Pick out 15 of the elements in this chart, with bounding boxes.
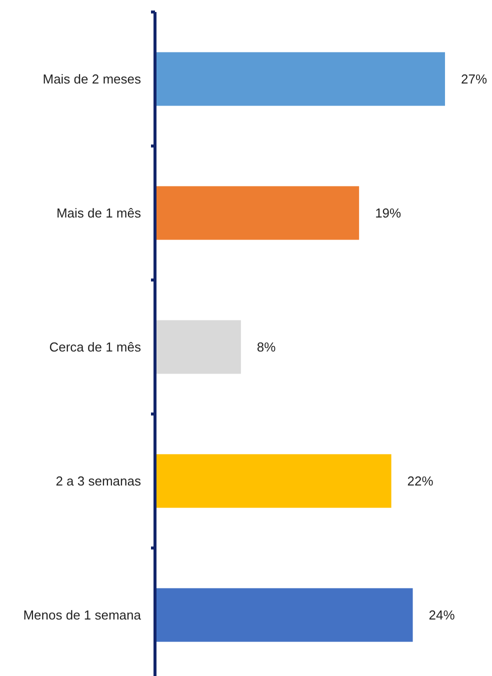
bar bbox=[155, 52, 445, 106]
y-tick-label: Cerca de 1 mês bbox=[49, 340, 142, 355]
bar bbox=[155, 588, 413, 642]
data-label: 24% bbox=[428, 608, 456, 623]
y-tick-label: 2 a 3 semanas bbox=[56, 474, 142, 489]
data-label: 22% bbox=[407, 474, 434, 489]
bar bbox=[155, 186, 360, 240]
y-tick-label: Mais de 2 meses bbox=[42, 72, 142, 87]
data-label: 27% bbox=[461, 72, 488, 87]
data-label: 19% bbox=[375, 206, 402, 221]
bar bbox=[155, 320, 241, 374]
data-label: 8% bbox=[256, 340, 276, 355]
y-tick-label: Mais de 1 mês bbox=[56, 206, 142, 221]
bar bbox=[155, 454, 392, 508]
y-tick-label: Menos de 1 semana bbox=[23, 608, 142, 623]
